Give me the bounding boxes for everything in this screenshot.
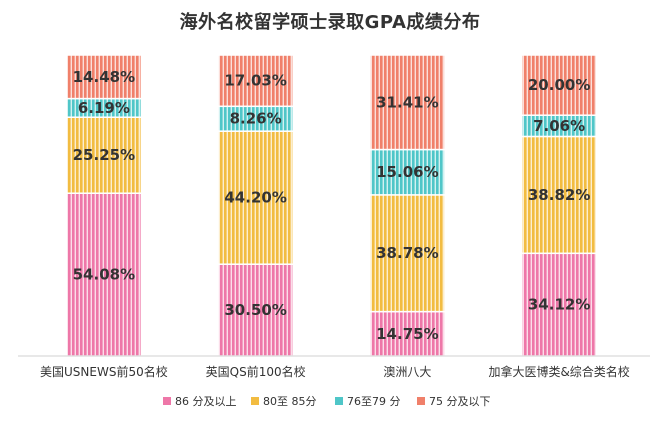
bar-segment-series-3-cat-0 xyxy=(65,54,143,100)
category-label-3: 加拿大医博类&综合类名校 xyxy=(488,364,629,379)
legend-label-0: 86 分及以上 xyxy=(175,395,237,408)
bar-segment-series-3-cat-3 xyxy=(520,54,598,116)
legend: 86 分及以上 80至 85分 76至79 分 75 分及以下 xyxy=(163,395,491,408)
data-label-series-2-cat-1: 8.26% xyxy=(230,110,282,128)
legend-swatch-0 xyxy=(163,397,171,405)
data-label-series-0-cat-2: 14.75% xyxy=(376,325,438,343)
labels-layer: 54.08% 25.25% 6.19% 14.48% 30.50% 44.20% 8.26%… xyxy=(73,68,591,343)
data-label-series-1-cat-1: 44.20% xyxy=(224,189,286,207)
legend-swatch-3 xyxy=(417,397,425,405)
category-label-0: 美国USNEWS前50名校 xyxy=(40,364,168,379)
data-label-series-2-cat-0: 6.19% xyxy=(78,99,130,117)
legend-label-1: 80至 85分 xyxy=(263,395,317,408)
data-label-series-3-cat-3: 20.00% xyxy=(528,76,590,94)
bar-segment-series-0-cat-0 xyxy=(65,192,143,357)
bar-segment-series-3-cat-2 xyxy=(369,54,446,151)
data-label-series-3-cat-2: 31.41% xyxy=(376,93,438,111)
legend-item-2[interactable]: 76至79 分 xyxy=(335,395,401,408)
data-label-series-0-cat-1: 30.50% xyxy=(224,301,286,319)
legend-label-2: 76至79 分 xyxy=(347,395,401,408)
legend-item-0[interactable]: 86 分及以上 xyxy=(163,395,237,408)
bar-segment-series-1-cat-0 xyxy=(65,116,143,194)
data-label-series-3-cat-1: 17.03% xyxy=(224,72,286,90)
data-label-series-0-cat-3: 34.12% xyxy=(528,296,590,314)
data-label-series-2-cat-3: 7.06% xyxy=(533,117,585,135)
legend-item-1[interactable]: 80至 85分 xyxy=(251,395,317,408)
data-label-series-1-cat-2: 38.78% xyxy=(376,244,438,262)
legend-swatch-2 xyxy=(335,397,343,405)
data-label-series-3-cat-0: 14.48% xyxy=(73,68,135,86)
category-label-2: 澳洲八大 xyxy=(383,365,431,379)
data-label-series-1-cat-3: 38.82% xyxy=(528,186,590,204)
bar-segment-series-3-cat-1 xyxy=(217,54,294,108)
bar-segment-series-1-cat-1 xyxy=(217,130,294,265)
data-label-series-0-cat-0: 54.08% xyxy=(73,266,135,284)
legend-item-3[interactable]: 75 分及以下 xyxy=(417,395,491,408)
chart-title: 海外名校留学硕士录取GPA成绩分布 xyxy=(179,12,481,33)
bars-layer xyxy=(65,54,598,357)
legend-swatch-1 xyxy=(251,397,259,405)
data-label-series-2-cat-2: 15.06% xyxy=(376,163,438,181)
bar-segment-series-1-cat-3 xyxy=(520,135,598,255)
bar-segment-series-1-cat-2 xyxy=(369,194,446,313)
legend-label-3: 75 分及以下 xyxy=(429,395,491,408)
data-label-series-1-cat-0: 25.25% xyxy=(73,146,135,164)
category-label-1: 英国QS前100名校 xyxy=(206,364,306,379)
axis-layer: 美国USNEWS前50名校 英国QS前100名校 澳洲八大 加拿大医博类&综合类名校 xyxy=(18,355,650,379)
bar-segment-series-2-cat-2 xyxy=(369,148,446,196)
